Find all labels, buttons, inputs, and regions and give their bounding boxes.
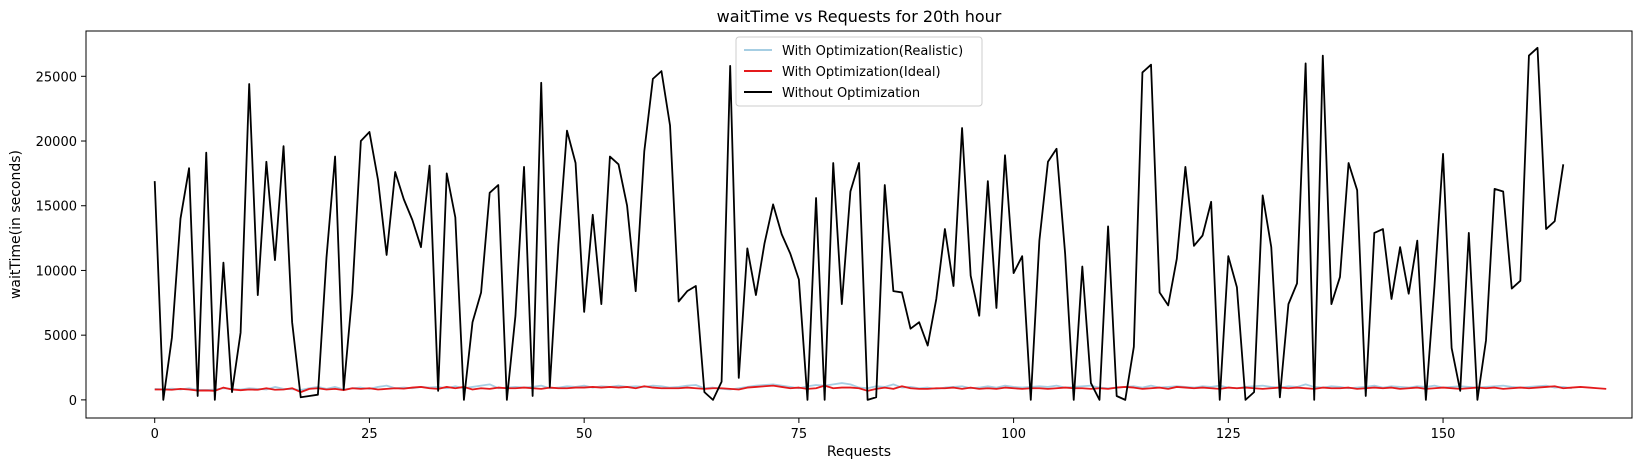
y-axis: 0 5000 10000 15000 20000 25000 <box>36 70 86 409</box>
legend-label: Without Optimization <box>782 86 920 101</box>
series-line-1 <box>154 382 1573 391</box>
x-tick-label: 25 <box>361 427 378 442</box>
series-line-3 <box>153 46 1565 401</box>
x-tick-label: 100 <box>1001 427 1026 442</box>
plot-area <box>153 46 1607 401</box>
x-tick-label: 150 <box>1431 427 1456 442</box>
legend-label: With Optimization(Ideal) <box>782 65 941 80</box>
legend: With Optimization(Realistic) With Optimiz… <box>735 36 983 107</box>
y-tick-label: 15000 <box>36 200 77 215</box>
x-tick-label: 75 <box>791 427 808 442</box>
legend-box <box>735 36 983 107</box>
y-axis-label: waitTime(in seconds) <box>8 150 24 299</box>
chart-title: waitTime vs Requests for 20th hour <box>717 7 1002 26</box>
y-tick-label: 10000 <box>36 264 77 279</box>
y-tick-label: 5000 <box>44 329 77 344</box>
y-tick-label: 20000 <box>36 135 77 150</box>
legend-label: With Optimization(Realistic) <box>782 44 963 59</box>
series-line-2 <box>154 384 1607 394</box>
y-tick-label: 25000 <box>36 70 77 85</box>
x-axis: 0 25 50 75 100 125 150 <box>151 418 1456 442</box>
x-axis-label: Requests <box>827 444 891 460</box>
plot-frame <box>85 30 1633 419</box>
x-tick-label: 125 <box>1216 427 1241 442</box>
y-tick-label: 0 <box>69 394 77 409</box>
x-tick-label: 50 <box>576 427 593 442</box>
x-tick-label: 0 <box>151 427 159 442</box>
